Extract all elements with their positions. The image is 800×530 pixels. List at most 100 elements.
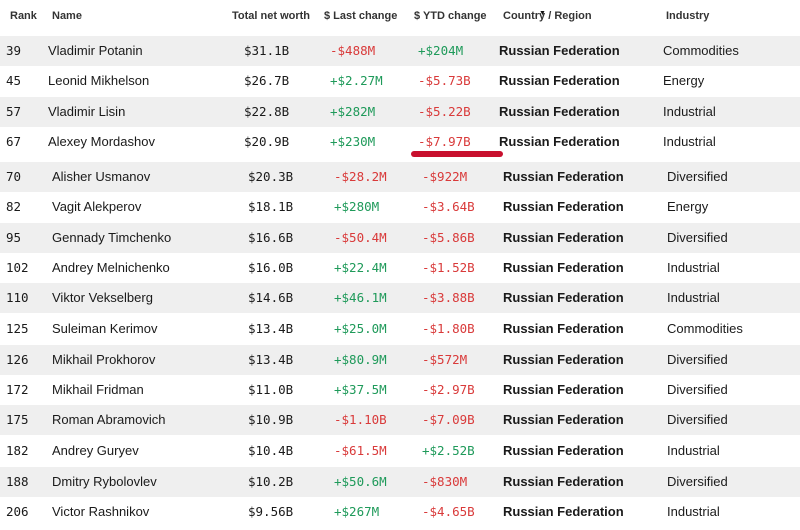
rank-cell: 39: [6, 43, 22, 58]
industry-cell: Industrial: [663, 134, 716, 149]
last-change-cell: +$282M: [330, 104, 376, 119]
name-cell: Vladimir Potanin: [48, 43, 143, 58]
industry-cell: Diversified: [667, 412, 728, 427]
ytd-change-cell: -$922M: [422, 169, 468, 184]
table-row[interactable]: 39 Vladimir Potanin $31.1B -$488M +$204M Russ…: [0, 36, 800, 66]
header-last-change[interactable]: $ Last change: [324, 10, 398, 22]
header-industry[interactable]: Industry: [666, 10, 710, 22]
industry-cell: Energy: [667, 199, 709, 214]
country-cell: Russian Federation: [503, 290, 624, 305]
industry-cell: Industrial: [667, 290, 720, 305]
country-cell: Russian Federation: [503, 474, 624, 489]
name-cell: Alexey Mordashov: [48, 134, 155, 149]
ytd-change-cell: -$7.97B: [418, 134, 471, 149]
table-row[interactable]: 67 Alexey Mordashov $20.9B +$230M -$7.97B Rus…: [0, 127, 800, 157]
industry-cell: Diversified: [667, 474, 728, 489]
header-rank[interactable]: Rank: [10, 10, 37, 22]
net-worth-cell: $20.3B: [248, 169, 294, 184]
rank-cell: 182: [6, 443, 29, 458]
last-change-cell: +$280M: [334, 199, 380, 214]
table-row[interactable]: 126 Mikhail Prokhorov $13.4B +$80.9M -$572M R…: [0, 345, 800, 375]
last-change-cell: -$488M: [330, 43, 376, 58]
rank-cell: 70: [6, 169, 22, 184]
ytd-change-cell: -$3.64B: [422, 199, 475, 214]
header-net-worth[interactable]: Total net worth: [232, 10, 311, 22]
rank-cell: 175: [6, 412, 29, 427]
ytd-change-cell: -$830M: [422, 474, 468, 489]
name-cell: Andrey Guryev: [52, 443, 139, 458]
ytd-change-cell: -$3.88B: [422, 290, 475, 305]
name-cell: Vagit Alekperov: [52, 199, 142, 214]
country-cell: Russian Federation: [503, 504, 624, 519]
table-row[interactable]: 206 Victor Rashnikov $9.56B +$267M -$4.65B Ru…: [0, 497, 800, 527]
net-worth-cell: $31.1B: [244, 43, 290, 58]
table-row[interactable]: 57 Vladimir Lisin $22.8B +$282M -$5.22B Russi…: [0, 97, 800, 127]
table-row[interactable]: 82 Vagit Alekperov $18.1B +$280M -$3.64B Russ…: [0, 192, 800, 222]
header-name[interactable]: Name: [52, 10, 82, 22]
net-worth-cell: $26.7B: [244, 73, 290, 88]
country-cell: Russian Federation: [503, 352, 624, 367]
ytd-change-cell: -$5.73B: [418, 73, 471, 88]
country-cell: Russian Federation: [503, 412, 624, 427]
table-row[interactable]: 102 Andrey Melnichenko $16.0B +$22.4M -$1.52…: [0, 253, 800, 283]
name-cell: Andrey Melnichenko: [52, 260, 170, 275]
ytd-change-cell: +$204M: [418, 43, 464, 58]
name-cell: Mikhail Prokhorov: [52, 352, 156, 367]
name-cell: Dmitry Rybolovlev: [52, 474, 157, 489]
industry-cell: Industrial: [663, 104, 716, 119]
table-row[interactable]: 188 Dmitry Rybolovlev $10.2B +$50.6M -$830M R…: [0, 467, 800, 497]
last-change-cell: +$37.5M: [334, 382, 387, 397]
ytd-change-cell: -$4.65B: [422, 504, 475, 519]
last-change-cell: +$22.4M: [334, 260, 387, 275]
net-worth-cell: $11.0B: [248, 382, 294, 397]
name-cell: Alisher Usmanov: [52, 169, 151, 184]
table-row[interactable]: 182 Andrey Guryev $10.4B -$61.5M +$2.52B Russ…: [0, 436, 800, 466]
header-ytd-change[interactable]: $ YTD change: [414, 10, 487, 22]
name-cell: Viktor Vekselberg: [52, 290, 153, 305]
country-cell: Russian Federation: [503, 443, 624, 458]
last-change-cell: -$61.5M: [334, 443, 387, 458]
net-worth-cell: $13.4B: [248, 352, 294, 367]
country-cell: Russian Federation: [503, 230, 624, 245]
industry-cell: Energy: [663, 73, 705, 88]
country-cell: Russian Federation: [499, 104, 620, 119]
last-change-cell: +$267M: [334, 504, 380, 519]
last-change-cell: -$28.2M: [334, 169, 387, 184]
table-row[interactable]: 172 Mikhail Fridman $11.0B +$37.5M -$2.97B Ru…: [0, 375, 800, 405]
name-cell: Victor Rashnikov: [52, 504, 150, 519]
industry-cell: Commodities: [663, 43, 739, 58]
ytd-change-cell: +$2.52B: [422, 443, 475, 458]
rank-cell: 206: [6, 504, 29, 519]
last-change-cell: +$50.6M: [334, 474, 387, 489]
sort-descending-icon: ▼: [539, 10, 546, 17]
rank-cell: 110: [6, 290, 29, 305]
table-row[interactable]: 95 Gennady Timchenko $16.6B -$50.4M -$5.86B R…: [0, 223, 800, 253]
industry-cell: Industrial: [667, 260, 720, 275]
last-change-cell: -$1.10B: [334, 412, 387, 427]
last-change-cell: +$46.1M: [334, 290, 387, 305]
ytd-change-cell: -$5.22B: [418, 104, 471, 119]
country-cell: Russian Federation: [503, 169, 624, 184]
net-worth-cell: $9.56B: [248, 504, 294, 519]
rank-cell: 125: [6, 321, 29, 336]
last-change-cell: -$50.4M: [334, 230, 387, 245]
industry-cell: Diversified: [667, 230, 728, 245]
table-row[interactable]: 70 Alisher Usmanov $20.3B -$28.2M -$922M Russ…: [0, 162, 800, 192]
name-cell: Vladimir Lisin: [48, 104, 126, 119]
table-header: Rank Name Total net worth $ Last change …: [0, 0, 800, 34]
table-row[interactable]: 175 Roman Abramovich $10.9B -$1.10B -$7.09B R…: [0, 405, 800, 435]
net-worth-cell: $18.1B: [248, 199, 294, 214]
industry-cell: Diversified: [667, 169, 728, 184]
header-country[interactable]: Country / Region: [503, 10, 592, 22]
ytd-change-cell: -$1.80B: [422, 321, 475, 336]
table-row[interactable]: 110 Viktor Vekselberg $14.6B +$46.1M -$3.88B…: [0, 283, 800, 313]
rank-cell: 95: [6, 230, 22, 245]
rank-cell: 126: [6, 352, 29, 367]
name-cell: Leonid Mikhelson: [48, 73, 150, 88]
table-row[interactable]: 45 Leonid Mikhelson $26.7B +$2.27M -$5.73B Ru…: [0, 66, 800, 96]
country-cell: Russian Federation: [503, 321, 624, 336]
industry-cell: Diversified: [667, 382, 728, 397]
last-change-cell: +$2.27M: [330, 73, 383, 88]
table-row[interactable]: 125 Suleiman Kerimov $13.4B +$25.0M -$1.80B R…: [0, 314, 800, 344]
